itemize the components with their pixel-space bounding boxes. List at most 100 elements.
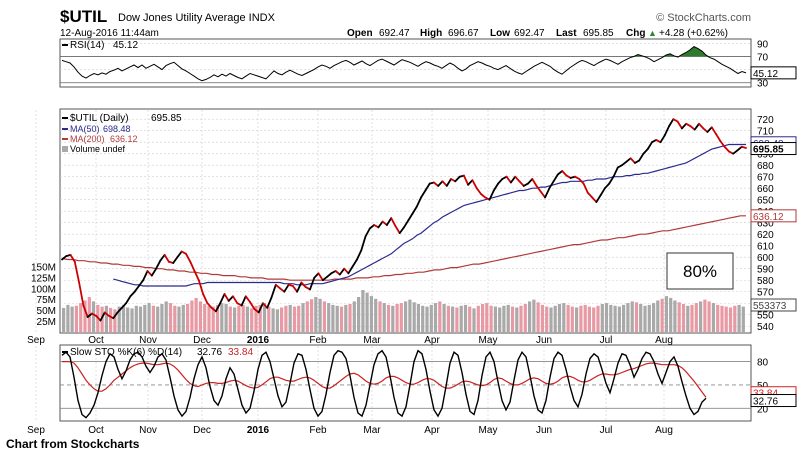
volume-bar xyxy=(604,303,609,332)
last-value: 695.85 xyxy=(583,28,614,39)
volume-bar xyxy=(348,304,352,332)
x-tick-label-sto: Sep xyxy=(27,425,45,436)
price-segment xyxy=(381,220,388,226)
price-segment xyxy=(155,259,162,270)
volume-bar xyxy=(173,305,177,333)
x-tick-label-price: May xyxy=(479,335,498,346)
volume-bar xyxy=(237,305,241,333)
volume-bar xyxy=(339,306,344,332)
price-segment xyxy=(219,293,226,305)
price-segment xyxy=(608,175,615,185)
price-segment xyxy=(279,287,286,293)
x-tick-label-price: Feb xyxy=(309,335,327,346)
price-segment xyxy=(403,219,410,229)
volume-bar xyxy=(344,304,348,332)
price-segment xyxy=(283,283,290,293)
volume-legend-label: Volume undef xyxy=(70,144,126,154)
volume-bar xyxy=(506,304,510,332)
price-segment xyxy=(159,253,166,262)
ma200-badge-frame xyxy=(750,209,797,223)
price-segment xyxy=(270,283,277,299)
price-segment xyxy=(599,187,606,197)
price-segment xyxy=(509,175,517,184)
volume-bar xyxy=(459,305,463,333)
sto-k-badge-frame xyxy=(750,394,797,408)
volume-bar xyxy=(327,303,331,332)
x-tick-label-price: Mar xyxy=(363,335,381,346)
price-segment xyxy=(462,174,470,186)
price-tick-label: 680 xyxy=(757,161,774,172)
x-tick-label-sto: Jun xyxy=(536,425,552,436)
volume-bar xyxy=(532,299,536,332)
price-segment xyxy=(223,293,230,302)
price-segment xyxy=(492,182,500,192)
price-segment xyxy=(137,279,145,287)
price-segment xyxy=(415,196,423,208)
sto-tick-label: 20 xyxy=(757,404,769,415)
price-tick-label: 720 xyxy=(757,115,774,126)
volume-bar xyxy=(733,305,737,333)
volume-badge-frame xyxy=(750,298,797,312)
chg-label: Chg xyxy=(626,28,645,39)
price-segment xyxy=(488,189,495,201)
volume-tick-label: 75M xyxy=(37,295,56,306)
price-segment xyxy=(505,175,512,184)
last-price-badge: 695.85 xyxy=(753,145,784,156)
volume-bar xyxy=(374,298,378,333)
volume-tick-label: 25M xyxy=(37,317,56,328)
volume-bar xyxy=(609,304,613,332)
price-segment xyxy=(424,182,431,192)
price-tick-label: 580 xyxy=(757,276,774,287)
price-segment xyxy=(646,141,653,151)
price-segment xyxy=(539,190,546,199)
price-tick-label: 550 xyxy=(757,311,774,322)
volume-bar xyxy=(190,300,194,332)
price-segment xyxy=(437,180,444,187)
ma50-legend-value: 698.48 xyxy=(103,124,131,134)
volume-bar xyxy=(716,304,720,332)
volume-bar xyxy=(245,306,250,332)
volume-bar xyxy=(186,304,190,332)
price-segment xyxy=(385,217,393,226)
volume-bar xyxy=(357,297,361,332)
price-segment xyxy=(668,118,675,127)
price-segment xyxy=(475,187,482,195)
volume-bar xyxy=(297,305,301,333)
rsi-line xyxy=(61,46,747,82)
volume-bar xyxy=(664,296,669,332)
volume-bar xyxy=(592,307,596,332)
volume-bar xyxy=(741,306,745,332)
volume-bar xyxy=(699,301,703,332)
price-segment xyxy=(591,196,598,203)
stockcharts-credit[interactable]: © StockCharts.com xyxy=(656,12,751,24)
volume-bar xyxy=(630,301,634,332)
volume-bar xyxy=(130,308,134,332)
price-segment xyxy=(454,175,461,183)
price-tick-label: 660 xyxy=(757,184,774,195)
price-tick-label: 710 xyxy=(757,127,774,138)
rsi-legend-value: 45.12 xyxy=(113,40,138,51)
x-tick-label-sto: Feb xyxy=(309,425,327,436)
volume-bar xyxy=(241,304,245,332)
chg-value: +4.28 (+0.62%) xyxy=(659,28,728,39)
volume-bar xyxy=(404,301,408,332)
price-segment xyxy=(266,296,273,309)
rsi-tick-label: 30 xyxy=(757,79,769,90)
price-segment xyxy=(561,170,568,177)
price-tick-label: 650 xyxy=(757,196,774,207)
rsi-panel xyxy=(59,38,752,88)
volume-bar xyxy=(703,299,707,332)
annotation-text: 80% xyxy=(683,262,717,281)
price-tick-label: 600 xyxy=(757,253,774,264)
price-segment xyxy=(99,311,106,322)
x-tick-label-price: Jul xyxy=(600,335,613,346)
x-tick-label-sto: Dec xyxy=(193,425,211,436)
volume-bar xyxy=(126,307,130,332)
rsi-tick-label: 90 xyxy=(757,39,769,50)
price-segment xyxy=(706,126,713,133)
rsi-badge: 45.12 xyxy=(753,69,778,80)
volume-bar xyxy=(579,305,583,333)
volume-bar xyxy=(557,304,562,332)
volume-bar xyxy=(613,305,617,333)
volume-bar xyxy=(215,304,220,332)
